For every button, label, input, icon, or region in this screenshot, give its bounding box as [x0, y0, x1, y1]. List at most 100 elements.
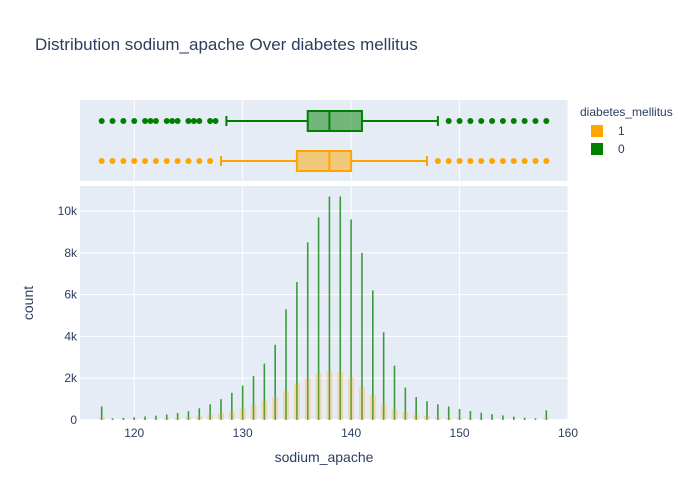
- histogram-bar: [231, 392, 233, 420]
- boxplot-outlier: [196, 158, 203, 164]
- histogram-bar: [445, 417, 452, 420]
- boxplot-outlier: [499, 118, 506, 124]
- boxplot-outlier: [109, 118, 116, 124]
- histogram-bar: [315, 374, 322, 420]
- boxplot-outlier: [120, 158, 127, 164]
- histogram-bar: [380, 403, 387, 420]
- histogram-bar: [337, 371, 344, 420]
- histogram-bar: [393, 365, 396, 420]
- histogram-bar: [209, 404, 211, 420]
- histogram-bar: [415, 397, 417, 420]
- histogram-bar: [350, 219, 352, 420]
- histogram-bar: [545, 410, 548, 420]
- boxplot-outlier: [499, 158, 506, 164]
- histogram-bar: [467, 418, 474, 420]
- y-tick-label: 6k: [64, 288, 78, 302]
- histogram-bar: [274, 344, 276, 420]
- x-axis-label: sodium_apache: [275, 449, 374, 465]
- histogram-bar: [499, 419, 506, 420]
- boxplot-box: [306, 110, 363, 132]
- y-axis-ticks: 0 2k 4k 6k 8k 10k: [58, 204, 78, 427]
- x-tick-label: 140: [341, 426, 361, 440]
- histogram-bar: [263, 363, 266, 420]
- legend-label: 0: [618, 142, 625, 156]
- histogram-bar: [152, 418, 159, 420]
- histogram-bar: [98, 417, 105, 420]
- histogram-bar: [176, 413, 179, 420]
- boxplot-outlier: [467, 158, 474, 164]
- histogram-bar: [391, 409, 398, 420]
- y-tick-label: 4k: [64, 329, 78, 343]
- histogram-bar: [165, 414, 168, 420]
- histogram-bar: [131, 419, 138, 420]
- boxplot-outlier: [98, 158, 105, 164]
- histogram-bar: [241, 385, 244, 420]
- histogram-bar: [480, 412, 483, 420]
- histogram-bar: [285, 309, 287, 420]
- histogram-bar: [402, 412, 409, 420]
- boxplot-outlier: [532, 118, 539, 124]
- histogram-bar: [458, 408, 461, 420]
- boxplot-outlier: [467, 118, 474, 124]
- boxplot: [98, 150, 550, 172]
- histogram-bar: [283, 390, 290, 420]
- histogram-bar: [534, 418, 537, 420]
- histogram-bar: [228, 411, 235, 420]
- legend-label: 1: [618, 124, 625, 138]
- histogram-bar: [328, 196, 331, 420]
- legend-title: diabetes_mellitus: [580, 105, 673, 119]
- histogram-bar: [100, 406, 103, 420]
- boxplot-outlier: [207, 158, 214, 164]
- boxplot-outlier: [445, 158, 452, 164]
- histogram-bars: [98, 196, 550, 420]
- histogram-bar: [133, 417, 136, 420]
- x-axis-ticks: 120 130 140 150 160: [124, 426, 578, 440]
- boxplot-outlier: [152, 118, 159, 124]
- boxplot-outlier: [163, 158, 170, 164]
- histogram-bar: [512, 416, 515, 420]
- boxplot-outlier: [185, 158, 192, 164]
- y-tick-label: 0: [70, 413, 77, 427]
- boxplot-outlier: [445, 118, 452, 124]
- histogram-bar: [382, 332, 385, 420]
- boxplot-outlier: [163, 118, 170, 124]
- histogram-bar: [348, 377, 355, 420]
- histogram-bar: [317, 217, 320, 420]
- histogram-bar: [502, 415, 504, 420]
- boxplot-outlier: [521, 118, 528, 124]
- boxplot-outlier: [190, 118, 197, 124]
- histogram-bar: [252, 376, 255, 420]
- histogram-bar: [426, 401, 428, 420]
- boxplot-outlier: [478, 118, 485, 124]
- boxplot-outlier: [185, 118, 192, 124]
- histogram-bar: [489, 419, 496, 420]
- histogram-bar: [469, 411, 472, 420]
- histogram-bar: [424, 416, 431, 420]
- histogram-bar: [250, 404, 257, 420]
- histogram-bar: [174, 417, 181, 420]
- boxplot-outlier: [174, 158, 181, 164]
- boxplot-outlier: [120, 118, 127, 124]
- histogram-panel: [80, 186, 568, 420]
- boxplot-outlier: [142, 158, 149, 164]
- boxplot-outlier: [510, 118, 517, 124]
- boxplot-outlier: [521, 158, 528, 164]
- histogram-bar: [196, 416, 203, 420]
- histogram-bar: [361, 252, 363, 420]
- boxplot-outlier: [434, 158, 441, 164]
- chart-title: Distribution sodium_apache Over diabetes…: [35, 35, 418, 54]
- boxplot-outlier: [196, 118, 203, 124]
- histogram-bar: [111, 418, 114, 420]
- histogram-bar: [404, 387, 407, 420]
- boxplot-outlier: [131, 118, 138, 124]
- histogram-bar: [120, 419, 127, 420]
- boxplot-outlier: [147, 118, 154, 124]
- histogram-bar: [220, 399, 222, 420]
- boxplot-outlier: [489, 118, 496, 124]
- histogram-bar: [523, 417, 526, 420]
- histogram-bar: [369, 394, 376, 420]
- histogram-bar: [261, 401, 268, 420]
- histogram-bar: [142, 418, 149, 420]
- histogram-bar: [372, 290, 374, 420]
